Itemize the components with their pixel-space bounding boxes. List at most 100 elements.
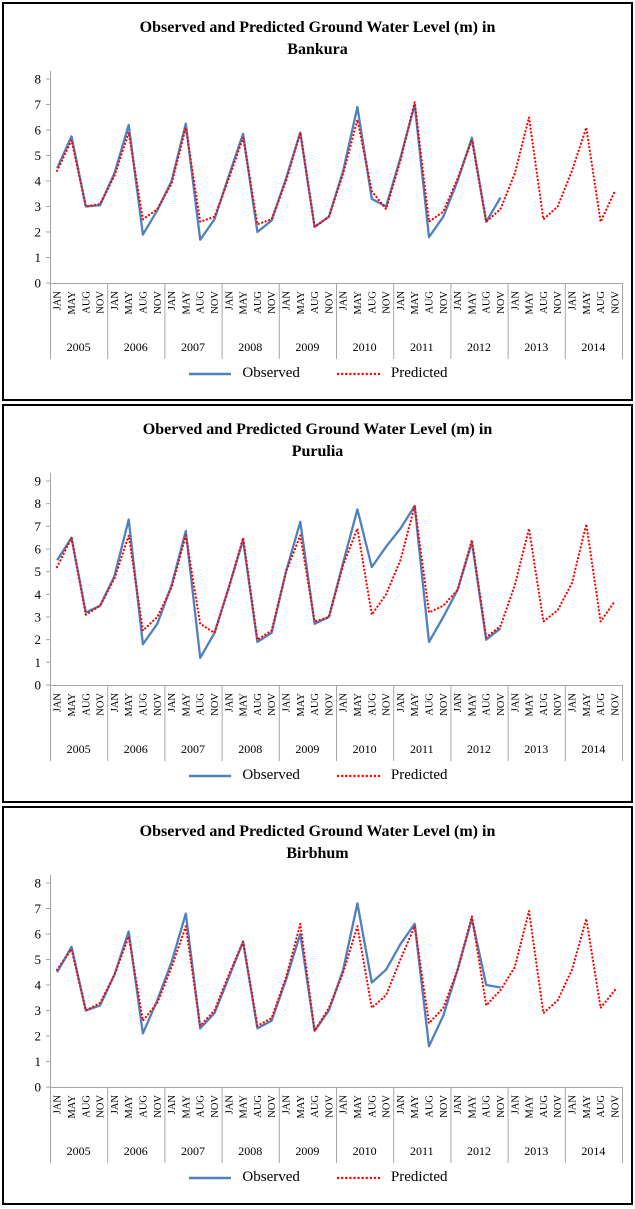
svg-text:AUG: AUG [310, 693, 321, 716]
svg-text:JAN: JAN [396, 1095, 407, 1115]
svg-text:MAY: MAY [239, 1095, 250, 1119]
svg-text:JAN: JAN [453, 693, 464, 713]
svg-text:AUG: AUG [539, 291, 550, 314]
chart-title-line1: Observed and Predicted Ground Water Leve… [139, 823, 496, 840]
svg-text:4: 4 [35, 174, 42, 189]
svg-text:2013: 2013 [524, 1144, 548, 1158]
svg-text:AUG: AUG [253, 291, 264, 314]
svg-text:2007: 2007 [181, 340, 205, 354]
svg-text:JAN: JAN [110, 1095, 121, 1115]
predicted-line-icon [336, 1176, 382, 1179]
svg-text:AUG: AUG [424, 693, 435, 716]
svg-text:MAY: MAY [296, 291, 307, 315]
svg-text:NOV: NOV [610, 291, 621, 314]
svg-text:NOV: NOV [210, 291, 221, 314]
svg-text:6: 6 [35, 123, 42, 138]
svg-text:2007: 2007 [181, 1144, 205, 1158]
svg-text:AUG: AUG [196, 1095, 207, 1118]
svg-text:2008: 2008 [238, 340, 262, 354]
svg-text:2009: 2009 [295, 742, 319, 756]
svg-text:MAY: MAY [353, 291, 364, 315]
svg-text:2013: 2013 [524, 340, 548, 354]
svg-text:2: 2 [35, 225, 42, 240]
svg-text:2006: 2006 [124, 742, 148, 756]
svg-text:JAN: JAN [510, 291, 521, 311]
legend-item-observed: Observed [187, 767, 300, 784]
svg-text:MAY: MAY [525, 693, 536, 717]
chart-title-line1: Oberved and Predicted Ground Water Level… [142, 421, 493, 438]
predicted-line-icon [336, 372, 382, 375]
svg-text:2010: 2010 [353, 742, 377, 756]
svg-text:AUG: AUG [310, 1095, 321, 1118]
chart-svg: 0 1 2 3 4 5 6 7 8 2005 2006 2007 2008 2009 2010 2011 201… [35, 71, 623, 359]
svg-text:2008: 2008 [238, 1144, 262, 1158]
svg-text:JAN: JAN [396, 693, 407, 713]
svg-text:1: 1 [35, 655, 42, 670]
svg-text:NOV: NOV [610, 1095, 621, 1118]
chart-section-birbhum: Observed and Predicted Ground Water Leve… [2, 806, 633, 1205]
chart-title-line2: Purulia [291, 443, 344, 460]
svg-text:MAY: MAY [181, 1095, 192, 1119]
svg-text:AUG: AUG [253, 693, 264, 716]
svg-text:MAY: MAY [410, 693, 421, 717]
svg-text:AUG: AUG [596, 1095, 607, 1118]
svg-text:JAN: JAN [339, 291, 350, 311]
svg-text:5: 5 [35, 564, 42, 579]
chart-section-bankura: Observed and Predicted Ground Water Leve… [2, 2, 633, 401]
svg-text:AUG: AUG [81, 693, 92, 716]
svg-text:NOV: NOV [324, 291, 335, 314]
svg-text:NOV: NOV [439, 1095, 450, 1118]
svg-text:AUG: AUG [482, 693, 493, 716]
svg-text:AUG: AUG [424, 291, 435, 314]
svg-text:MAY: MAY [582, 291, 593, 315]
svg-text:NOV: NOV [324, 1095, 335, 1118]
svg-text:2005: 2005 [67, 742, 91, 756]
chart-title-line2: Birbhum [286, 845, 349, 862]
svg-text:JAN: JAN [567, 693, 578, 713]
svg-text:9: 9 [35, 474, 42, 489]
svg-text:5: 5 [35, 148, 42, 163]
svg-text:2011: 2011 [410, 742, 434, 756]
chart-svg: 0 1 2 3 4 5 6 7 8 9 2005 2006 2007 2008 2009 2010 2011 20… [35, 473, 623, 761]
svg-text:2006: 2006 [124, 340, 148, 354]
svg-text:AUG: AUG [253, 1095, 264, 1118]
svg-text:AUG: AUG [424, 1095, 435, 1118]
svg-text:MAY: MAY [124, 1095, 135, 1119]
svg-text:NOV: NOV [439, 291, 450, 314]
svg-text:8: 8 [35, 496, 42, 511]
svg-text:AUG: AUG [482, 291, 493, 314]
svg-text:MAY: MAY [525, 1095, 536, 1119]
svg-text:2007: 2007 [181, 742, 205, 756]
svg-text:2012: 2012 [467, 742, 491, 756]
svg-text:AUG: AUG [310, 291, 321, 314]
svg-text:AUG: AUG [196, 693, 207, 716]
svg-text:NOV: NOV [153, 693, 164, 716]
svg-text:5: 5 [35, 952, 42, 967]
svg-text:4: 4 [35, 587, 42, 602]
svg-text:JAN: JAN [167, 693, 178, 713]
svg-text:AUG: AUG [539, 693, 550, 716]
svg-text:NOV: NOV [153, 291, 164, 314]
svg-text:2011: 2011 [410, 1144, 434, 1158]
svg-text:JAN: JAN [510, 693, 521, 713]
svg-text:JAN: JAN [224, 291, 235, 311]
legend-item-predicted: Predicted [336, 1169, 448, 1186]
svg-text:JAN: JAN [281, 1095, 292, 1115]
svg-text:NOV: NOV [382, 1095, 393, 1118]
svg-text:7: 7 [35, 901, 42, 916]
svg-text:MAY: MAY [181, 693, 192, 717]
svg-text:AUG: AUG [196, 291, 207, 314]
svg-text:AUG: AUG [539, 1095, 550, 1118]
svg-text:MAY: MAY [124, 693, 135, 717]
svg-text:JAN: JAN [53, 693, 64, 713]
svg-text:7: 7 [35, 97, 42, 112]
svg-text:AUG: AUG [367, 1095, 378, 1118]
svg-text:JAN: JAN [110, 291, 121, 311]
svg-text:JAN: JAN [281, 291, 292, 311]
chart-title-bankura: Observed and Predicted Ground Water Leve… [4, 4, 631, 65]
svg-text:MAY: MAY [67, 291, 78, 315]
svg-text:JAN: JAN [567, 291, 578, 311]
svg-text:MAY: MAY [67, 693, 78, 717]
predicted-line-icon [336, 774, 382, 777]
svg-text:2008: 2008 [238, 742, 262, 756]
